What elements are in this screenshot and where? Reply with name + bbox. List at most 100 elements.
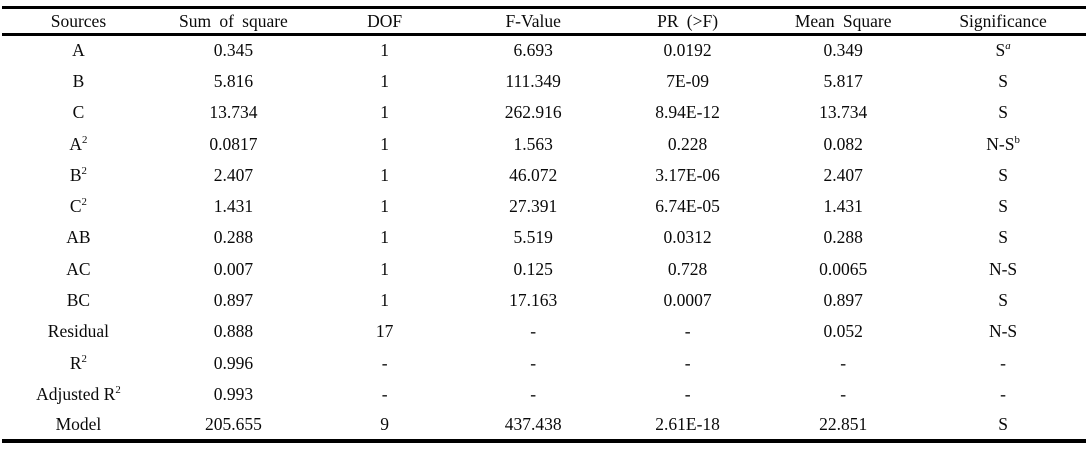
table-cell: Residual <box>2 316 155 347</box>
cell-text: 3.17E-06 <box>655 164 720 185</box>
cell-text: 2.61E-18 <box>655 414 720 435</box>
cell-text: - <box>840 352 847 373</box>
table-cell: 1 <box>312 66 457 97</box>
table-cell: 5.816 <box>155 66 312 97</box>
cell-text: A <box>69 133 83 154</box>
cell-text: 1 <box>380 133 390 154</box>
table-cell: 22.851 <box>766 410 920 441</box>
table-row: A2 0.0817 1 1.563 0.228 0.082 N-Sb <box>2 128 1086 159</box>
cell-superscript: a <box>1005 40 1011 53</box>
cell-text: 0.345 <box>213 40 254 61</box>
cell-text: 1 <box>380 102 390 123</box>
cell-text: 0.728 <box>667 258 708 279</box>
cell-text: - <box>684 352 691 373</box>
table-cell: A2 <box>2 128 155 159</box>
cell-text: 2.407 <box>213 164 254 185</box>
table-cell: 17.163 <box>457 285 609 316</box>
cell-text: 1 <box>380 70 390 91</box>
table-cell: 9 <box>312 410 457 441</box>
cell-text: BC <box>66 290 91 311</box>
column-header: Sum of square <box>154 7 313 36</box>
cell-text: 7E-09 <box>666 70 709 91</box>
cell-text: 27.391 <box>509 196 558 217</box>
table-cell: 46.072 <box>457 160 609 191</box>
table-cell: 0.0817 <box>155 128 312 159</box>
table-cell: S <box>920 285 1086 316</box>
table-cell: Adjusted R2 <box>2 379 155 410</box>
cell-text: S <box>998 70 1008 91</box>
table-cell: 1 <box>312 35 457 66</box>
cell-text: 5.816 <box>213 70 254 91</box>
table-cell: 1 <box>312 285 457 316</box>
cell-text: 6.74E-05 <box>655 196 720 217</box>
cell-text: 437.438 <box>504 414 562 435</box>
table-cell: S <box>920 410 1086 441</box>
cell-text: 0.993 <box>213 383 254 404</box>
table-cell: Model <box>2 410 155 441</box>
cell-text: 0.082 <box>823 133 863 154</box>
table-row: Model 205.655 9 437.438 2.61E-18 22.851 S <box>2 410 1086 441</box>
table-row: Residual 0.888 17 - - 0.052 N-S <box>2 316 1086 347</box>
cell-text: 5.519 <box>513 227 553 248</box>
cell-text: AB <box>66 227 91 248</box>
table-cell: 8.94E-12 <box>609 97 766 128</box>
cell-text: - <box>381 383 388 404</box>
cell-text: C <box>69 196 82 217</box>
cell-text: - <box>840 383 847 404</box>
cell-text: 0.888 <box>213 321 254 342</box>
table-cell: - <box>609 316 766 347</box>
column-header: Significance <box>920 7 1086 36</box>
table-cell: 0.728 <box>609 254 766 285</box>
table-cell: - <box>766 347 920 378</box>
cell-text: B <box>69 164 82 185</box>
table-row: AC 0.007 1 0.125 0.728 0.0065 N-S <box>2 254 1086 285</box>
column-header: Sources <box>2 7 155 36</box>
table-cell: 0.0192 <box>609 35 766 66</box>
table-row: C2 1.431 1 27.391 6.74E-05 1.431 S <box>2 191 1086 222</box>
table-row: C 13.734 1 262.916 8.94E-12 13.734 S <box>2 97 1086 128</box>
cell-text: 5.817 <box>823 70 863 91</box>
cell-text: 0.0192 <box>663 40 712 61</box>
table-cell: Sa <box>920 35 1086 66</box>
table-cell: - <box>457 316 609 347</box>
cell-text: 0.125 <box>513 258 553 279</box>
cell-text: 0.288 <box>213 227 254 248</box>
cell-text: N-S <box>988 258 1018 279</box>
cell-text: B <box>72 70 85 91</box>
table-cell: 0.996 <box>155 347 312 378</box>
table-cell: - <box>312 379 457 410</box>
cell-text: 17 <box>375 321 394 342</box>
cell-text: - <box>530 352 537 373</box>
cell-text: 1 <box>380 164 390 185</box>
table-cell: B <box>2 66 155 97</box>
table-cell: 6.74E-05 <box>609 191 766 222</box>
table-cell: 0.228 <box>609 128 766 159</box>
cell-text: 22.851 <box>819 414 868 435</box>
cell-text: 1.563 <box>513 133 553 154</box>
cell-text: 0.0065 <box>819 258 868 279</box>
table-cell: 0.897 <box>155 285 312 316</box>
cell-text: - <box>1000 383 1006 404</box>
table-cell: 7E-09 <box>609 66 766 97</box>
table-cell: 0.082 <box>766 128 920 159</box>
anova-table: Sources Sum of square DOF F-Value PR (>F) Mea… <box>2 6 1086 444</box>
table-row: Adjusted R2 0.993 - - - - - <box>2 379 1086 410</box>
table-cell: 13.734 <box>766 97 920 128</box>
cell-text: N-S <box>986 133 1015 154</box>
cell-text: 9 <box>380 414 390 435</box>
table-cell: S <box>920 160 1086 191</box>
cell-text: AC <box>66 258 91 279</box>
column-header: F-Value <box>457 7 610 36</box>
cell-text: 1 <box>380 227 390 248</box>
cell-text: 111.349 <box>505 70 561 91</box>
table-cell: - <box>920 347 1086 378</box>
cell-text: Model <box>55 414 102 435</box>
cell-text: N-S <box>988 321 1018 342</box>
table-header-row: Sources Sum of square DOF F-Value PR (>F) Mea… <box>2 7 1086 36</box>
cell-text: 0.228 <box>667 133 708 154</box>
table-cell: N-S <box>920 316 1086 347</box>
cell-text: 0.0817 <box>209 133 258 154</box>
table-cell: 1.431 <box>766 191 920 222</box>
table-cell: 0.888 <box>155 316 312 347</box>
table-cell: B2 <box>2 160 155 191</box>
